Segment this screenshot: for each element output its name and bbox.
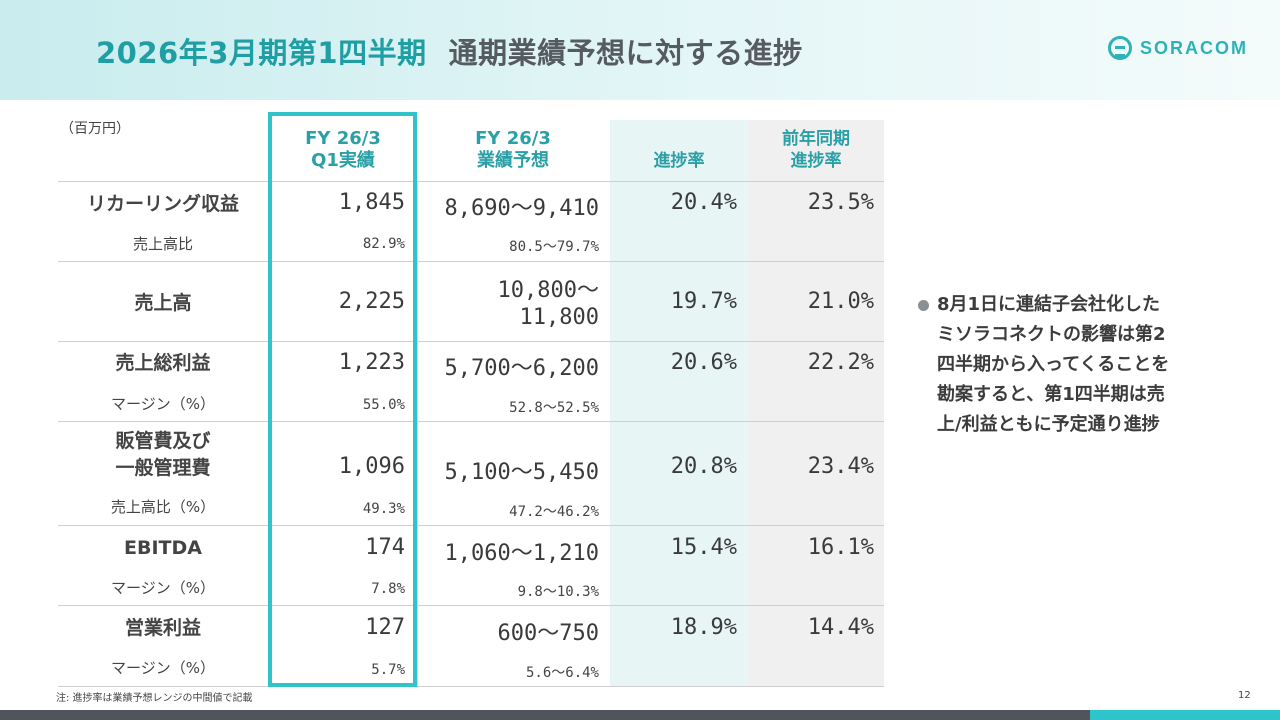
q1-sub-value: 7.8% — [371, 581, 405, 597]
progress-value: 20.8% — [670, 454, 737, 479]
prev-progress-value: 23.4% — [807, 454, 874, 479]
title-period: 2026年3月期第1四半期 — [96, 36, 427, 70]
prev-progress-value: 22.2% — [807, 350, 874, 375]
prev-progress-column-shade — [748, 120, 884, 686]
page-number: 12 — [1238, 690, 1251, 701]
q1-value: 127 — [365, 615, 405, 640]
row-label: 売上総利益 — [115, 352, 211, 374]
table-rule — [58, 686, 884, 687]
soracom-logo-icon — [1108, 36, 1132, 60]
bullet-line: ミソラコネクトの影響は第2 — [937, 324, 1166, 345]
forecast-sub-value: 80.5～79.7% — [509, 239, 599, 255]
forecast-value: 5,100～5,450 — [444, 460, 599, 485]
progress-value: 18.9% — [670, 615, 737, 640]
header-q1-line1: FY 26/3 — [305, 128, 381, 149]
prev-progress-value: 16.1% — [807, 535, 874, 560]
q1-highlight-frame — [268, 112, 417, 687]
soracom-logo: SORACOM — [1108, 36, 1248, 60]
q1-sub-value: 5.7% — [371, 662, 405, 678]
row-sub-label: マージン（%） — [111, 395, 215, 413]
forecast-sub-value: 9.8～10.3% — [517, 584, 599, 600]
row-label: EBITDA — [124, 537, 202, 559]
row-sub-label: 売上高比 — [132, 235, 193, 253]
progress-value: 19.7% — [670, 289, 737, 314]
footnote: 注: 進捗率は業績予想レンジの中間値で記載 — [56, 693, 253, 704]
q1-value: 174 — [365, 535, 405, 560]
forecast-sub-value: 52.8～52.5% — [509, 400, 599, 416]
header-prev-progress: 前年同期 進捗率 — [748, 128, 884, 172]
progress-value: 20.6% — [670, 350, 737, 375]
progress-value: 20.4% — [670, 190, 737, 215]
column-divider — [417, 182, 418, 686]
forecast-sub-value: 5.6～6.4% — [525, 665, 599, 681]
table-rule — [58, 261, 884, 262]
table-rule — [58, 181, 884, 182]
forecast-value: 1,060～1,210 — [444, 541, 599, 566]
header-q1-actual: FY 26/3 Q1実績 — [270, 128, 416, 172]
progress-value: 15.4% — [670, 535, 737, 560]
logo-text: SORACOM — [1140, 37, 1248, 58]
q1-sub-value: 49.3% — [362, 501, 405, 517]
row-label-line1: 販管費及び — [115, 430, 211, 452]
forecast-value-line2: 11,800 — [519, 305, 599, 330]
table-rule — [58, 341, 884, 342]
header-forecast-line1: FY 26/3 — [475, 128, 551, 149]
forecast-value: 8,690～9,410 — [444, 196, 599, 221]
prev-progress-value: 23.5% — [807, 190, 874, 215]
table-unit: （百万円） — [60, 121, 130, 137]
table-rule — [58, 525, 884, 526]
row-sub-label: マージン（%） — [111, 659, 215, 677]
bullet-text: 8月1日に連結子会社化した ミソラコネクトの影響は第2 四半期から入ってくること… — [937, 290, 1169, 440]
forecast-value: 5,700～6,200 — [444, 356, 599, 381]
bullet-line: 四半期から入ってくることを — [937, 354, 1170, 375]
page-title: 2026年3月期第1四半期 通期業績予想に対する進捗 — [96, 30, 803, 72]
row-label: 営業利益 — [124, 617, 201, 639]
forecast-value-line1: 10,800～ — [497, 278, 599, 303]
header-prev-line2: 進捗率 — [790, 151, 842, 171]
title-subtitle: 通期業績予想に対する進捗 — [448, 36, 803, 70]
bullet-line: 8月1日に連結子会社化した — [937, 294, 1161, 315]
bullet-line: 勘案すると、第1四半期は売 — [937, 384, 1165, 405]
row-label-line2: 一般管理費 — [115, 457, 211, 479]
row-sub-label: マージン（%） — [111, 579, 215, 597]
prev-progress-value: 21.0% — [807, 289, 874, 314]
header-q1-line2: Q1実績 — [311, 150, 375, 171]
table-rule — [58, 421, 884, 422]
bullet-dot-icon — [918, 300, 929, 311]
header-prev-line1: 前年同期 — [782, 129, 850, 149]
q1-value: 1,223 — [338, 350, 405, 375]
header-forecast-line2: 業績予想 — [477, 150, 549, 171]
q1-sub-value: 82.9% — [362, 236, 405, 252]
commentary-bullet: 8月1日に連結子会社化した ミソラコネクトの影響は第2 四半期から入ってくること… — [918, 290, 1218, 440]
q1-value: 2,225 — [338, 289, 405, 314]
row-label: リカーリング収益 — [86, 193, 239, 215]
header-progress: 進捗率 — [653, 151, 705, 171]
footer-accent-bar — [1090, 710, 1280, 720]
q1-value: 1,096 — [338, 454, 405, 479]
progress-column-shade — [610, 120, 748, 686]
header-forecast: FY 26/3 業績予想 — [418, 128, 608, 172]
row-sub-label: 売上高比（%） — [110, 498, 216, 516]
forecast-sub-value: 47.2～46.2% — [509, 504, 599, 520]
footer-bar — [0, 710, 1090, 720]
q1-value: 1,845 — [338, 190, 405, 215]
header-band — [0, 0, 1280, 100]
prev-progress-value: 14.4% — [807, 615, 874, 640]
table-rule — [58, 605, 884, 606]
row-label: 売上高 — [134, 292, 192, 314]
bullet-line: 上/利益ともに予定通り進捗 — [937, 414, 1160, 435]
forecast-value: 600～750 — [497, 621, 599, 646]
q1-sub-value: 55.0% — [362, 397, 405, 413]
